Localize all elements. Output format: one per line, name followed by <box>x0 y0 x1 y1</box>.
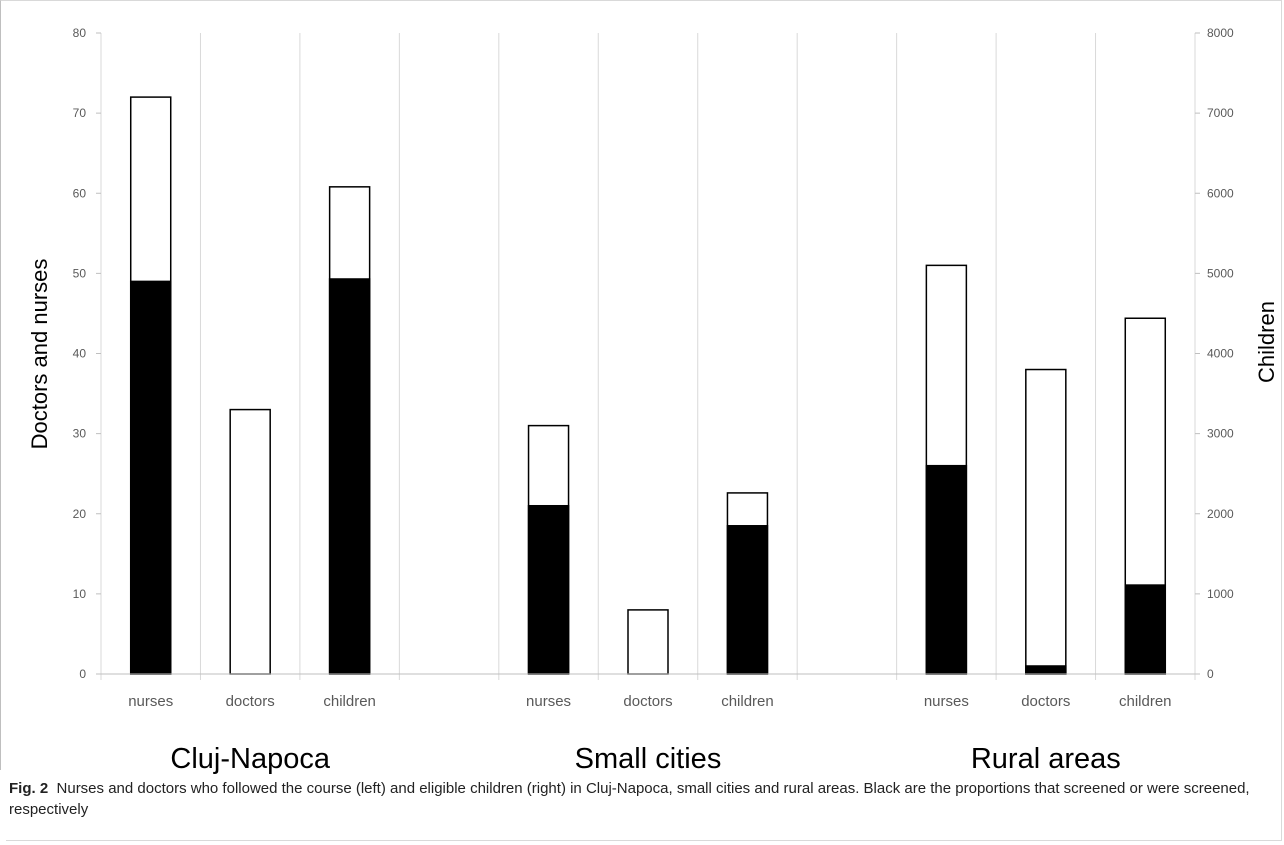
bar-total-doctors <box>229 408 271 675</box>
y-left-tick-label: 40 <box>73 347 87 361</box>
y-right-tick-label: 3000 <box>1207 427 1234 441</box>
bar-screened-children <box>1124 584 1167 675</box>
frame-gap <box>0 770 6 845</box>
bars <box>129 96 1167 675</box>
bar-screened-nurses <box>527 504 570 675</box>
caption-label: Fig. 2 <box>9 780 49 797</box>
x-category-label: nurses <box>128 693 173 710</box>
y-right-tick-label: 1000 <box>1207 587 1234 601</box>
bar-screened-children <box>726 525 769 675</box>
x-category-label: doctors <box>1021 693 1070 710</box>
y-left-tick-label: 80 <box>73 26 87 40</box>
x-category-label: doctors <box>623 693 672 710</box>
y-right-tick-label: 2000 <box>1207 507 1234 521</box>
bar-screened-children <box>328 278 371 675</box>
x-category-label: doctors <box>226 693 275 710</box>
group-label: Rural areas <box>971 743 1121 775</box>
x-category-label: nurses <box>924 693 969 710</box>
y-left-tick-label: 0 <box>79 667 86 681</box>
grid-lines <box>100 33 1196 680</box>
caption-text: Nurses and doctors who followed the cour… <box>9 780 1250 818</box>
y-left-tick-label: 70 <box>73 106 87 120</box>
x-category-label: children <box>1119 693 1172 710</box>
y-right-tick-label: 7000 <box>1207 106 1234 120</box>
labels: 0 10 20 30 40 50 60 70 80 0 1000 2000 3000 4000 5000 60… <box>73 26 1234 775</box>
axes <box>96 32 1200 675</box>
y-right-tick-label: 6000 <box>1207 186 1234 200</box>
y-left-tick-label: 60 <box>73 186 87 200</box>
bar-total-doctors <box>627 609 669 675</box>
stacked-bar-chart: 0 10 20 30 40 50 60 70 80 0 1000 2000 3000 4000 5000 60… <box>27 26 1279 775</box>
bar-screened-nurses <box>925 464 968 675</box>
y-axis-right-title: Children <box>1254 301 1279 383</box>
x-category-label: nurses <box>526 693 571 710</box>
bar-total-doctors <box>1025 368 1067 675</box>
figure-caption: Fig. 2 Nurses and doctors who followed t… <box>9 778 1271 820</box>
x-category-label: children <box>721 693 774 710</box>
bar-screened-doctors <box>1025 665 1067 675</box>
y-left-tick-label: 10 <box>73 587 87 601</box>
y-right-tick-label: 8000 <box>1207 26 1234 40</box>
y-left-tick-label: 50 <box>73 266 87 280</box>
y-left-tick-label: 20 <box>73 507 87 521</box>
bar-screened-nurses <box>129 280 172 675</box>
y-right-tick-label: 0 <box>1207 667 1214 681</box>
y-left-tick-label: 30 <box>73 427 87 441</box>
x-category-label: children <box>323 693 376 710</box>
group-label: Cluj-Napoca <box>170 743 330 775</box>
group-label: Small cities <box>575 743 722 775</box>
y-axis-left-title: Doctors and nurses <box>27 259 52 450</box>
y-right-tick-label: 5000 <box>1207 266 1234 280</box>
y-right-tick-label: 4000 <box>1207 347 1234 361</box>
